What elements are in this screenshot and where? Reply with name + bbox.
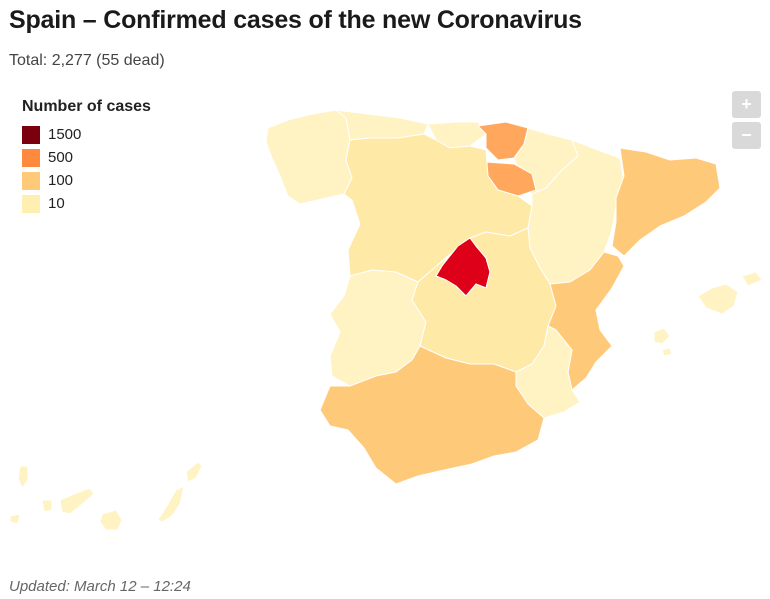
legend-item-label: 10 bbox=[48, 195, 65, 212]
region-ibiza[interactable] bbox=[653, 327, 671, 345]
legend-item-label: 1500 bbox=[48, 126, 82, 143]
region-galicia[interactable] bbox=[265, 109, 353, 205]
zoom-in-button[interactable]: + bbox=[732, 91, 761, 118]
updated-timestamp: Updated: March 12 – 12:24 bbox=[9, 578, 191, 595]
region-lanzarote[interactable] bbox=[185, 461, 203, 483]
legend-title: Number of cases bbox=[22, 98, 151, 115]
legend-item: 10 bbox=[22, 192, 151, 215]
legend-item-label: 100 bbox=[48, 172, 74, 189]
legend-item: 100 bbox=[22, 169, 151, 192]
region-el-hierro[interactable] bbox=[9, 513, 21, 525]
total-summary: Total: 2,277 (55 dead) bbox=[9, 52, 165, 69]
legend-item-label: 500 bbox=[48, 149, 74, 166]
map-legend: Number of cases 1500 500 100 10 bbox=[22, 98, 151, 215]
region-formentera[interactable] bbox=[661, 347, 673, 357]
legend-item: 500 bbox=[22, 146, 151, 169]
legend-item: 1500 bbox=[22, 123, 151, 146]
zoom-out-button[interactable]: − bbox=[732, 122, 761, 149]
region-menorca[interactable] bbox=[741, 271, 763, 287]
region-la-palma[interactable] bbox=[17, 465, 29, 489]
legend-swatch bbox=[22, 194, 40, 213]
region-gran-canaria[interactable] bbox=[99, 509, 123, 531]
spain-choropleth-map bbox=[9, 109, 763, 531]
page-title: Spain – Confirmed cases of the new Coron… bbox=[9, 6, 582, 34]
legend-swatch bbox=[22, 125, 40, 144]
region-mallorca[interactable] bbox=[697, 283, 739, 315]
legend-swatch bbox=[22, 148, 40, 167]
region-la-gomera[interactable] bbox=[41, 499, 53, 513]
region-catalonia[interactable] bbox=[611, 147, 721, 257]
legend-swatch bbox=[22, 171, 40, 190]
region-murcia[interactable] bbox=[515, 325, 581, 419]
region-tenerife[interactable] bbox=[59, 487, 95, 515]
region-andalusia[interactable] bbox=[319, 345, 545, 485]
region-fuerteventura[interactable] bbox=[157, 485, 185, 523]
